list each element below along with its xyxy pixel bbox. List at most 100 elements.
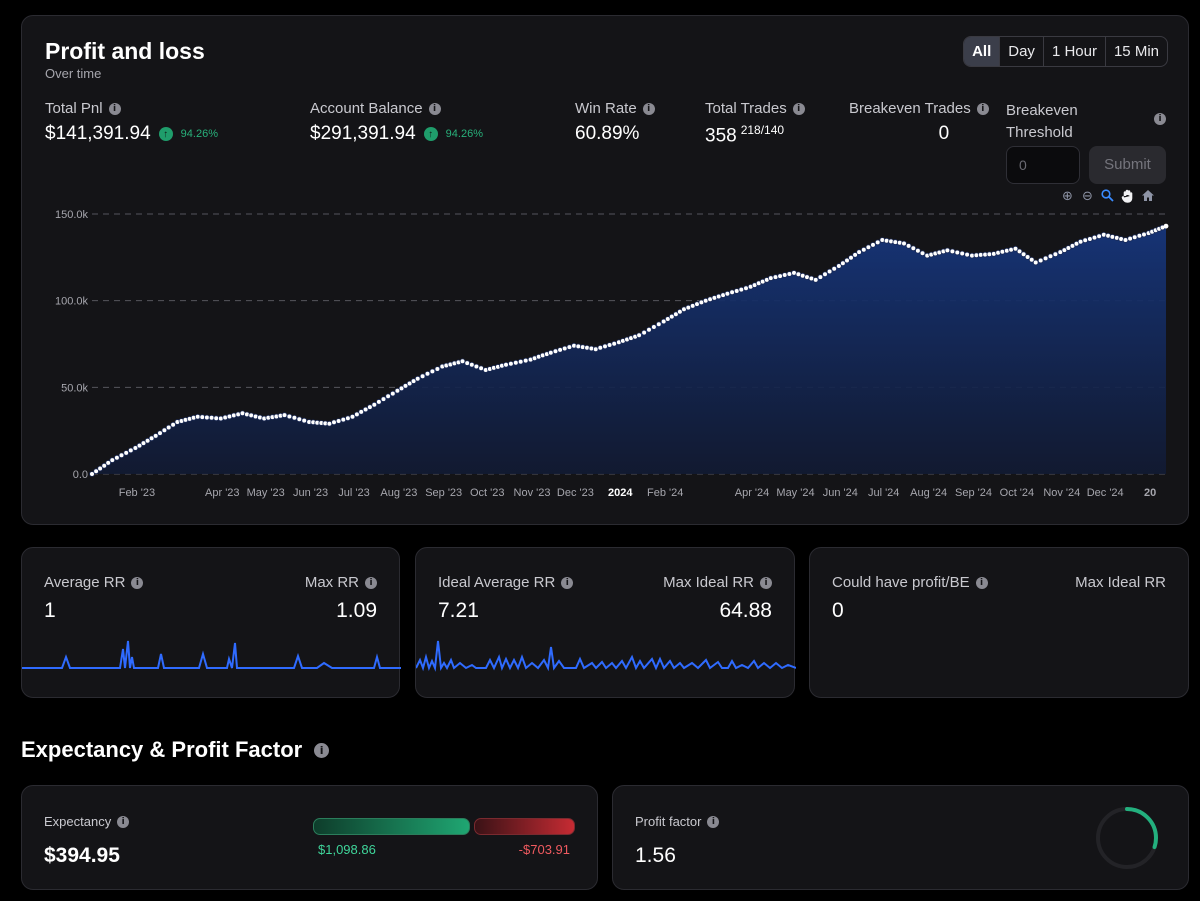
data-point[interactable] [786,271,793,277]
data-point[interactable] [165,424,172,431]
data-point[interactable] [144,437,151,444]
data-point[interactable] [354,411,360,418]
data-point[interactable] [964,251,970,258]
data-point[interactable] [345,415,351,422]
data-point[interactable] [777,273,783,279]
data-point[interactable] [729,289,735,296]
data-point[interactable] [101,462,107,469]
data-point[interactable] [738,286,745,293]
data-point[interactable] [1047,253,1054,260]
data-point[interactable] [1091,234,1098,241]
data-point[interactable] [326,420,333,427]
data-point[interactable] [161,427,168,434]
data-point[interactable] [597,345,604,351]
data-point[interactable] [772,274,779,280]
data-point[interactable] [291,415,298,421]
data-point[interactable] [97,465,103,472]
data-point[interactable] [522,357,529,364]
info-icon[interactable]: i [792,102,805,115]
data-point[interactable] [512,359,519,366]
data-point[interactable] [840,260,846,266]
info-icon[interactable]: i [760,576,772,589]
data-point[interactable] [954,249,961,256]
data-point[interactable] [1012,245,1019,252]
data-point[interactable] [204,414,210,421]
data-point[interactable] [883,237,890,244]
data-point[interactable] [844,257,850,264]
data-point[interactable] [434,366,441,372]
timeframe-day-button[interactable]: Day [999,37,1043,66]
data-point[interactable] [157,430,163,436]
data-point[interactable] [901,240,907,247]
data-point[interactable] [296,416,303,423]
data-point[interactable] [199,414,206,420]
data-point[interactable] [677,309,683,315]
zoom-in-icon[interactable]: ⊕ [1062,187,1073,203]
data-point[interactable] [547,349,554,356]
data-point[interactable] [860,246,867,253]
data-point[interactable] [892,239,899,245]
data-point[interactable] [123,450,129,456]
data-point[interactable] [733,288,740,294]
data-point[interactable] [464,360,471,366]
info-icon[interactable]: i [365,576,377,589]
data-point[interactable] [429,368,436,375]
data-point[interactable] [641,329,647,336]
data-point[interactable] [406,380,413,387]
info-icon[interactable]: i [108,102,121,115]
info-icon[interactable]: i [131,576,144,589]
data-point[interactable] [376,399,382,405]
zoom-select-icon[interactable] [1100,188,1115,203]
data-point[interactable] [575,343,582,350]
info-icon[interactable]: i [642,102,655,115]
data-point[interactable] [826,268,833,275]
data-point[interactable] [606,342,613,348]
info-icon[interactable]: i [1154,113,1166,125]
data-point[interactable] [781,272,788,278]
data-point[interactable] [208,415,215,421]
data-point[interactable] [865,244,872,251]
data-point[interactable] [394,388,401,394]
data-point[interactable] [949,248,956,255]
timeframe-15min-button[interactable]: 15 Min [1104,37,1167,66]
home-reset-icon[interactable] [1140,188,1155,203]
data-point[interactable] [822,271,828,278]
data-point[interactable] [1163,223,1169,229]
data-point[interactable] [1020,251,1027,257]
data-point[interactable] [93,468,99,475]
data-point[interactable] [1077,238,1084,245]
data-point[interactable] [109,457,116,463]
data-point[interactable] [340,416,347,423]
timeframe-1hour-button[interactable]: 1 Hour [1042,37,1105,66]
data-point[interactable] [380,396,387,402]
data-point[interactable] [602,343,608,350]
data-point[interactable] [651,324,657,330]
data-point[interactable] [1008,246,1014,253]
data-point[interactable] [668,313,675,320]
info-icon[interactable]: i [117,815,130,828]
data-point[interactable] [1028,256,1035,263]
data-point[interactable] [331,419,337,426]
data-point[interactable] [286,413,293,420]
data-point[interactable] [905,243,912,249]
data-point[interactable] [301,417,308,424]
data-point[interactable] [1052,251,1059,257]
data-point[interactable] [114,454,120,461]
data-point[interactable] [856,249,862,255]
data-point[interactable] [473,363,480,370]
info-icon[interactable]: i [976,102,989,115]
data-point[interactable] [508,361,514,367]
data-point[interactable] [767,275,774,281]
data-point[interactable] [1082,237,1088,244]
data-point[interactable] [140,440,147,446]
info-icon[interactable]: i [561,576,574,589]
data-point[interactable] [584,345,590,351]
data-point[interactable] [1024,254,1031,260]
data-point[interactable] [1118,236,1124,242]
data-point[interactable] [419,373,426,380]
info-icon[interactable]: i [975,576,988,589]
data-point[interactable] [362,406,369,413]
data-point[interactable] [349,414,356,420]
data-point[interactable] [1087,236,1093,242]
data-point[interactable] [371,401,378,408]
